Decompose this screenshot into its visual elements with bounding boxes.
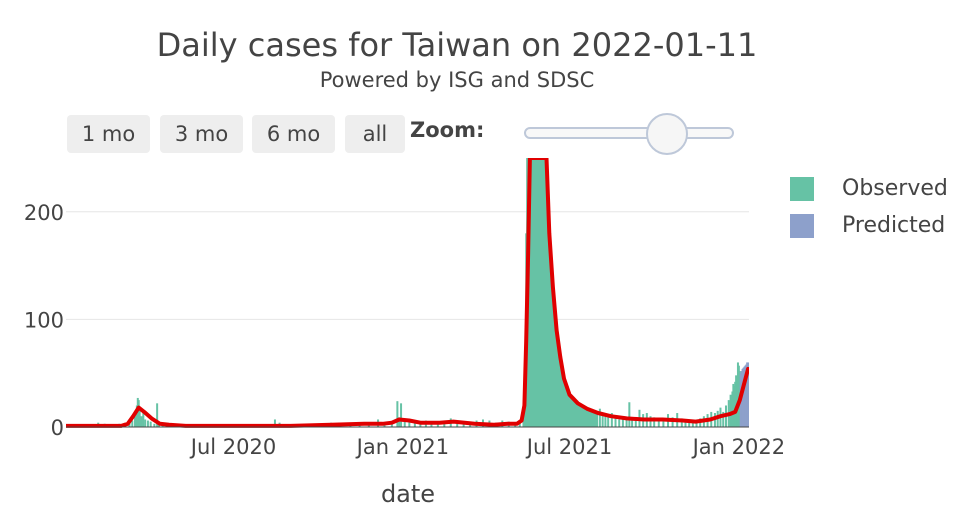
bars — [82, 158, 749, 427]
bar-observed — [403, 420, 406, 427]
bar-observed — [722, 411, 725, 427]
axes: 0 100 200 Jul 2020 Jan 2021 Jul 2021 Jan 2022 — [24, 201, 785, 459]
y-tick-label: 200 — [24, 201, 64, 225]
bar-observed — [621, 418, 624, 427]
bar-observed — [657, 418, 660, 427]
bar-observed — [614, 418, 617, 427]
bar-observed — [156, 403, 159, 427]
y-tick-label: 0 — [51, 416, 64, 440]
bar-observed — [436, 422, 439, 427]
x-tick-label: Jan 2022 — [691, 435, 786, 459]
bar-observed — [688, 420, 691, 427]
bar-observed — [144, 419, 147, 427]
bar-observed — [149, 421, 152, 427]
bar-observed — [396, 401, 399, 427]
legend-label-observed: Observed — [842, 176, 948, 201]
bar-observed — [653, 417, 656, 427]
bar-observed — [625, 419, 628, 427]
grid-lines — [66, 211, 749, 320]
x-tick-label: Jul 2020 — [189, 435, 276, 459]
legend-swatch-observed — [790, 177, 814, 201]
bar-observed — [131, 420, 134, 427]
bar-observed — [419, 422, 422, 427]
range-button-6mo[interactable]: 6 mo — [252, 115, 335, 153]
y-tick-label: 100 — [24, 308, 64, 332]
bar-observed — [408, 419, 411, 427]
bar-observed — [618, 419, 621, 427]
bar-observed — [662, 419, 665, 427]
range-button-3mo[interactable]: 3 mo — [160, 115, 243, 153]
bar-observed — [684, 419, 687, 427]
bar-observed — [273, 419, 276, 427]
bar-observed — [680, 418, 683, 427]
bar-observed — [671, 417, 674, 427]
observed-peak-area — [525, 158, 598, 427]
bar-observed — [138, 407, 141, 427]
bar-observed — [634, 418, 637, 427]
range-button-all[interactable]: all — [345, 115, 405, 153]
bar-observed — [695, 420, 698, 427]
zoom-slider-handle[interactable] — [645, 113, 688, 155]
x-tick-label: Jan 2021 — [355, 435, 450, 459]
bar-observed — [691, 421, 694, 427]
bar-observed — [628, 402, 631, 427]
legend-swatch-predicted — [790, 214, 814, 238]
bar-observed — [598, 408, 601, 427]
bar-observed — [604, 416, 607, 427]
bar-observed — [134, 416, 137, 427]
bar-observed — [601, 415, 604, 427]
bar-observed — [142, 413, 145, 427]
chart-subtitle: Powered by ISG and SDSC — [319, 68, 595, 92]
bar-observed — [729, 394, 732, 427]
trend-line — [66, 158, 749, 428]
bar-observed — [610, 413, 613, 427]
bar-observed — [631, 417, 634, 427]
bar-observed — [649, 416, 652, 427]
bar-observed — [607, 417, 610, 427]
bar-observed — [153, 423, 156, 427]
bar-observed — [398, 417, 401, 427]
trend-line-layer — [66, 158, 749, 428]
bar-predicted — [747, 362, 749, 427]
legend-label-predicted: Predicted — [842, 213, 946, 238]
zoom-label: Zoom: — [410, 118, 485, 142]
bar-observed — [140, 416, 143, 427]
x-tick-label: Jul 2021 — [525, 435, 612, 459]
bar-observed — [456, 423, 459, 427]
bar-observed — [413, 421, 416, 427]
x-axis-label: date — [381, 480, 435, 508]
range-button-1mo[interactable]: 1 mo — [67, 115, 150, 153]
chart-title: Daily cases for Taiwan on 2022-01-11 — [156, 26, 758, 64]
bar-observed — [146, 420, 149, 427]
bar-observed — [400, 403, 403, 427]
